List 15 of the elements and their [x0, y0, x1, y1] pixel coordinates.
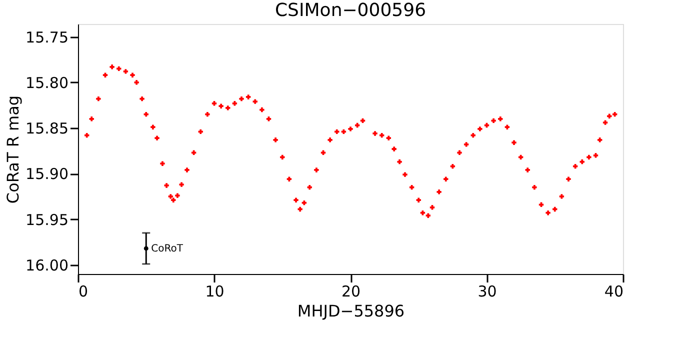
y-tick-label: 15.75 — [26, 28, 68, 46]
series-label: CoRoT — [151, 243, 184, 254]
x-tick-label: 0 — [78, 282, 88, 300]
x-tick-label: 20 — [341, 282, 361, 300]
chart-title: CSIMon−000596 — [274, 0, 426, 21]
y-tick-label: 15.85 — [26, 120, 68, 138]
y-axis-title: CoRaT R mag — [4, 95, 23, 204]
x-tick-label: 40 — [604, 282, 624, 300]
x-axis-title: MHJD−55896 — [297, 302, 405, 320]
x-tick-label: 10 — [205, 282, 224, 300]
y-tick-label: 15.95 — [26, 210, 68, 229]
y-tick-label: 16.00 — [26, 256, 68, 274]
y-tick-label: 15.80 — [26, 74, 68, 92]
x-tick-label: 30 — [478, 282, 497, 300]
y-tick-label: 15.90 — [26, 165, 68, 184]
